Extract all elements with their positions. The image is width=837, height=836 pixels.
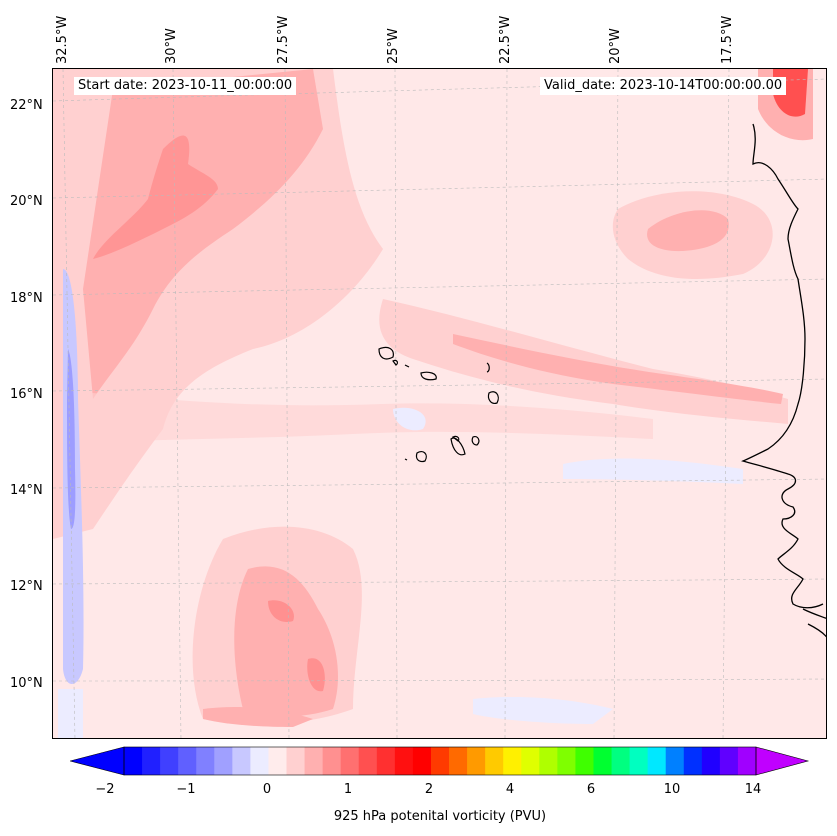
colorbar-segment [557, 747, 576, 775]
cb-tick-1: 1 [343, 782, 353, 797]
colorbar-segment [647, 747, 667, 775]
colorbar-label: 925 hPa potenital vorticity (PVU) [333, 809, 547, 824]
colorbar-segment [340, 747, 360, 775]
colorbar-segment [485, 747, 504, 775]
lon-label-32-5w: 32.5°W [55, 15, 70, 64]
contour-light-blue-east [563, 458, 743, 484]
lat-label-20n: 20°N [10, 194, 43, 209]
map-panel [52, 68, 827, 739]
colorbar-segment [665, 747, 685, 775]
cb-tick-10: 10 [663, 782, 681, 797]
cb-tick-0: 0 [262, 782, 272, 797]
cape-verde-islands [378, 346, 499, 463]
contour-light-blue-sw [58, 689, 83, 738]
lat-label-18n: 18°N [10, 291, 43, 306]
colorbar-right-arrow [755, 746, 810, 776]
colorbar-segment [322, 747, 342, 775]
colorbar-segments [124, 747, 757, 775]
valid-date-label: Valid_date: 2023-10-14T00:00:00.00 [540, 77, 787, 95]
cb-tick-2: 2 [424, 782, 434, 797]
colorbar-segment [611, 747, 631, 775]
colorbar-segment [196, 747, 215, 775]
cb-tick-minus-1: −1 [176, 782, 196, 797]
lat-label-14n: 14°N [10, 483, 43, 498]
colorbar-segment [178, 747, 197, 775]
contour-salmon-nw [93, 135, 218, 259]
lon-label-25w: 25°W [386, 28, 401, 64]
contour-mid-band [53, 389, 653, 444]
colorbar-segment [719, 747, 739, 775]
lon-label-27-5w: 27.5°W [276, 15, 291, 64]
colorbar-segment [358, 747, 378, 775]
colorbar-segment [575, 747, 594, 775]
colorbar-segment [160, 747, 179, 775]
contour-ne-blob-core [647, 210, 729, 252]
contour-bottom-streak [203, 707, 313, 727]
colorbar-segment [304, 747, 324, 775]
lat-label-22n: 22°N [10, 98, 43, 113]
colorbar-outline [123, 746, 757, 776]
lat-label-16n: 16°N [10, 387, 43, 402]
colorbar-segment [629, 747, 649, 775]
colorbar-segment [521, 747, 540, 775]
gridlines [53, 69, 826, 738]
cb-tick-4: 4 [505, 782, 515, 797]
colorbar-segment [412, 747, 432, 775]
contour-light-blue-center [393, 407, 426, 431]
colorbar-segment [232, 747, 251, 775]
colorbar-segment [214, 747, 233, 775]
vorticity-map [53, 69, 826, 738]
contour-light-blue-south [473, 697, 613, 724]
colorbar [70, 746, 810, 776]
lon-label-20w: 20°W [608, 28, 623, 64]
coastline-africa-south [802, 608, 826, 638]
colorbar-segment [449, 747, 468, 775]
contour-pink-nw [83, 69, 323, 399]
lon-label-22-5w: 22.5°W [498, 15, 513, 64]
colorbar-segment [467, 747, 486, 775]
colorbar-segment [286, 747, 306, 775]
cb-tick-minus-2: −2 [95, 782, 115, 797]
colorbar-segment [683, 747, 703, 775]
lat-label-12n: 12°N [10, 579, 43, 594]
colorbar-segment [539, 747, 558, 775]
colorbar-segment [250, 747, 269, 775]
colorbar-segment [430, 747, 450, 775]
contour-south-salmon [268, 600, 325, 692]
colorbar-segment [124, 747, 143, 775]
colorbar-segment [593, 747, 613, 775]
lat-label-10n: 10°N [10, 676, 43, 691]
colorbar-segment [503, 747, 522, 775]
colorbar-left-arrow [70, 746, 125, 776]
colorbar-segment [142, 747, 161, 775]
cb-tick-14: 14 [744, 782, 762, 797]
colorbar-segment [701, 747, 721, 775]
start-date-label: Start date: 2023-10-11_00:00:00 [74, 77, 297, 95]
lon-label-17-5w: 17.5°W [720, 15, 735, 64]
cb-tick-6: 6 [586, 782, 596, 797]
coastline-africa [741, 123, 824, 609]
lon-label-30w: 30°W [164, 28, 179, 64]
colorbar-segment [376, 747, 396, 775]
colorbar-segment [737, 747, 757, 775]
contour-band-east-core [453, 334, 783, 404]
colorbar-segment [268, 747, 288, 775]
colorbar-segment [394, 747, 414, 775]
